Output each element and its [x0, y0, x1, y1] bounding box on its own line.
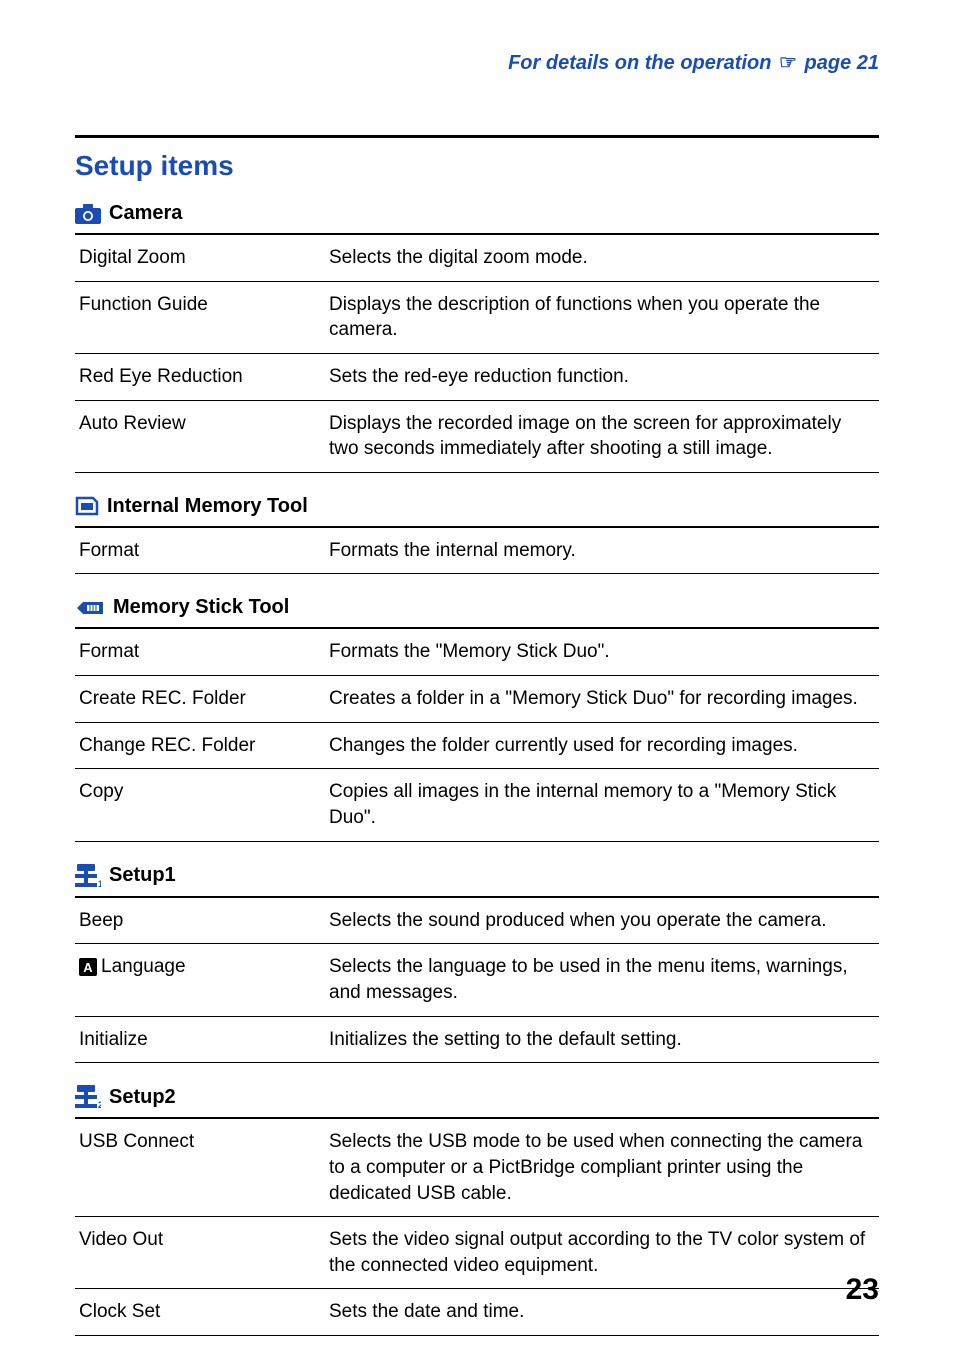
camera-icon — [75, 204, 101, 224]
table-row: Copy Copies all images in the internal me… — [75, 769, 879, 841]
section-table: Beep Selects the sound produced when you … — [75, 898, 879, 1064]
row-desc: Sets the date and time. — [325, 1289, 879, 1336]
row-label-text: Function Guide — [79, 294, 208, 315]
table-row: Initialize Initializes the setting to the… — [75, 1016, 879, 1063]
row-label-text: Format — [79, 540, 139, 561]
setup1-icon: 1 — [75, 864, 101, 888]
language-icon: A — [79, 958, 97, 976]
row-label-text: Copy — [79, 781, 123, 802]
row-desc: Displays the recorded image on the scree… — [325, 400, 879, 472]
header-ref-prefix: For details on the operation — [508, 52, 771, 74]
hand-icon: ☞ — [779, 50, 797, 75]
section-title: Internal Memory Tool — [107, 495, 308, 518]
section: Internal Memory Tool Format Formats the in… — [75, 495, 879, 575]
table-row: Format Formats the internal memory. — [75, 528, 879, 574]
section-title: Camera — [109, 202, 182, 225]
section-header: 1 Setup1 — [75, 864, 879, 898]
page-number: 23 — [846, 1273, 879, 1307]
table-row: Beep Selects the sound produced when you … — [75, 898, 879, 944]
section-header: Internal Memory Tool — [75, 495, 879, 528]
row-label: Format — [75, 629, 325, 675]
row-desc: Selects the digital zoom mode. — [325, 235, 879, 281]
row-desc: Selects the USB mode to be used when con… — [325, 1119, 879, 1216]
svg-text:1: 1 — [98, 879, 101, 888]
row-label: Video Out — [75, 1217, 325, 1289]
row-label: Change REC. Folder — [75, 722, 325, 769]
table-row: Function Guide Displays the description o… — [75, 281, 879, 353]
row-label: Create REC. Folder — [75, 676, 325, 723]
row-label: A Language — [75, 944, 325, 1016]
table-row: A LanguageSelects the language to be use… — [75, 944, 879, 1016]
section-header: Memory Stick Tool — [75, 596, 879, 629]
row-label: Clock Set — [75, 1289, 325, 1336]
row-label-text: Format — [79, 641, 139, 662]
row-label-text: Clock Set — [79, 1301, 160, 1322]
row-desc: Displays the description of functions wh… — [325, 281, 879, 353]
table-row: Auto Review Displays the recorded image o… — [75, 400, 879, 472]
row-label-text: Digital Zoom — [79, 247, 186, 268]
row-desc: Selects the language to be used in the m… — [325, 944, 879, 1016]
row-desc: Initializes the setting to the default s… — [325, 1016, 879, 1063]
row-label: Digital Zoom — [75, 235, 325, 281]
row-label-text: Red Eye Reduction — [79, 366, 243, 387]
table-row: Video Out Sets the video signal output ac… — [75, 1217, 879, 1289]
section: 2 Setup2 USB Connect Selects the USB mode … — [75, 1085, 879, 1336]
row-desc: Sets the red-eye reduction function. — [325, 353, 879, 400]
section-title: Setup1 — [109, 864, 176, 887]
header-ref: For details on the operation ☞ page 21 — [75, 50, 879, 75]
row-label: Format — [75, 528, 325, 574]
row-label: Red Eye Reduction — [75, 353, 325, 400]
section-header: Camera — [75, 202, 879, 235]
row-label-text: Create REC. Folder — [79, 688, 246, 709]
table-row: Clock Set Sets the date and time. — [75, 1289, 879, 1336]
row-desc: Sets the video signal output according t… — [325, 1217, 879, 1289]
section-table: Format Formats the internal memory. — [75, 528, 879, 575]
row-desc: Creates a folder in a "Memory Stick Duo"… — [325, 676, 879, 723]
row-label-text: Initialize — [79, 1029, 148, 1050]
row-desc: Selects the sound produced when you oper… — [325, 898, 879, 944]
header-ref-suffix: page 21 — [799, 52, 879, 74]
row-label: Initialize — [75, 1016, 325, 1063]
table-row: Red Eye Reduction Sets the red-eye reduct… — [75, 353, 879, 400]
section-table: FormatFormats the "Memory Stick Duo".Cre… — [75, 629, 879, 841]
internal-memory-icon — [75, 496, 99, 516]
row-label: USB Connect — [75, 1119, 325, 1216]
section-title: Setup2 — [109, 1086, 176, 1109]
row-label-text: USB Connect — [79, 1131, 194, 1152]
svg-text:2: 2 — [98, 1100, 101, 1109]
row-label-text: Language — [101, 956, 186, 977]
row-label: Auto Review — [75, 400, 325, 472]
table-row: Digital Zoom Selects the digital zoom mod… — [75, 235, 879, 281]
row-desc: Copies all images in the internal memory… — [325, 769, 879, 841]
table-row: Format Formats the "Memory Stick Duo". — [75, 629, 879, 675]
table-row: USB Connect Selects the USB mode to be us… — [75, 1119, 879, 1216]
row-label-text: Beep — [79, 910, 123, 931]
row-label-text: Change REC. Folder — [79, 735, 255, 756]
setup2-icon: 2 — [75, 1085, 101, 1109]
row-label-text: Video Out — [79, 1229, 163, 1250]
memory-stick-icon — [75, 600, 105, 616]
row-label: Copy — [75, 769, 325, 841]
table-row: Change REC. Folder Changes the folder cur… — [75, 722, 879, 769]
row-desc: Changes the folder currently used for re… — [325, 722, 879, 769]
section: Camera Digital Zoom Selects the digital zo… — [75, 202, 879, 473]
row-desc: Formats the "Memory Stick Duo". — [325, 629, 879, 675]
row-desc: Formats the internal memory. — [325, 528, 879, 574]
table-row: Create REC. Folder Creates a folder in a … — [75, 676, 879, 723]
section-table: USB Connect Selects the USB mode to be us… — [75, 1119, 879, 1336]
row-label: Function Guide — [75, 281, 325, 353]
svg-text:A: A — [83, 960, 93, 975]
row-label: Beep — [75, 898, 325, 944]
section: 1 Setup1 Beep Selects the sound produced w… — [75, 864, 879, 1064]
row-label-text: Auto Review — [79, 413, 186, 434]
page-title: Setup items — [75, 135, 879, 182]
section-header: 2 Setup2 — [75, 1085, 879, 1119]
section-table: Digital Zoom Selects the digital zoom mod… — [75, 235, 879, 473]
section: Memory Stick Tool Format Formats the "Memo… — [75, 596, 879, 841]
section-title: Memory Stick Tool — [113, 596, 289, 619]
